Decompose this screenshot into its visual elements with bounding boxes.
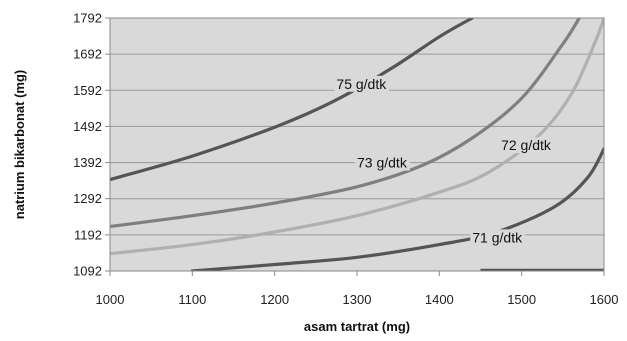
contour-label-bg [470,229,526,246]
x-tick-label: 1000 [96,292,125,307]
y-tick-label: 1292 [73,191,102,206]
contour-label-4: 71 g/dtk [470,229,526,246]
contour-label-text: 72 g/dtk [501,137,552,153]
contour-label-3: 72 g/dtk [499,137,554,154]
contour-label-bg [499,137,554,154]
contour-label-text: 75 g/dtk [336,76,387,92]
contour-label-text: 73 g/dtk [357,155,408,171]
y-tick-label: 1492 [73,119,102,134]
plot-border [109,17,605,272]
y-tick-label: 1092 [73,264,102,279]
y-tick-label: 1692 [73,47,102,62]
contour-line-4 [190,147,604,271]
y-axis-ticks: 1092 1192 1292 1392 1492 1592 1692 1792 [73,11,110,279]
x-axis-title: asam tartrat (mg) [304,319,410,334]
contour-line-3 [110,18,604,256]
y-tick-label: 1592 [73,83,102,98]
contour-label-bg [355,154,410,171]
x-tick-label: 1500 [507,292,536,307]
contour-labels: 75 g/dtk 73 g/dtk 72 g/dtk 71 g/dtk [334,75,554,246]
contour-label-bg [334,75,390,92]
x-axis-ticks: 1000 1100 1200 1300 1400 1500 1600 [96,271,619,307]
contour-label-1: 75 g/dtk [334,75,390,92]
y-tick-label: 1192 [74,227,102,242]
x-tick-label: 1400 [425,292,454,307]
x-tick-label: 1100 [178,292,206,307]
contour-line-1 [110,18,474,182]
y-tick-label: 1392 [73,155,102,170]
contour-label-text: 71 g/dtk [472,229,523,245]
contour-label-2: 73 g/dtk [355,154,410,171]
y-tick-label: 1792 [73,11,102,26]
x-tick-label: 1300 [343,292,372,307]
x-tick-label: 1200 [260,292,289,307]
y-axis-title: natrium bikarbonat (mg) [12,70,27,220]
x-tick-label: 1600 [590,292,619,307]
